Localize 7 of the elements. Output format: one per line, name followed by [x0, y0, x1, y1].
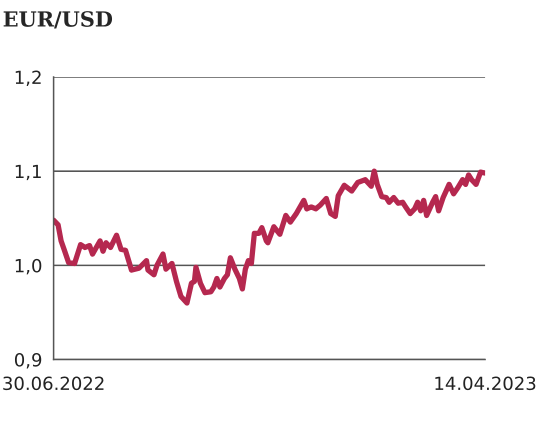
y-tick-label: 0,9: [14, 352, 42, 368]
x-tick-label: 14.04.2023: [435, 376, 536, 390]
chart-title: EUR/USD: [4, 11, 112, 28]
x-tick-label: 30.06.2022: [3, 376, 104, 390]
y-tick-label: 1,1: [16, 164, 41, 180]
y-tick-label: 1,2: [16, 70, 41, 86]
y-tick-label: 1,0: [16, 258, 42, 274]
